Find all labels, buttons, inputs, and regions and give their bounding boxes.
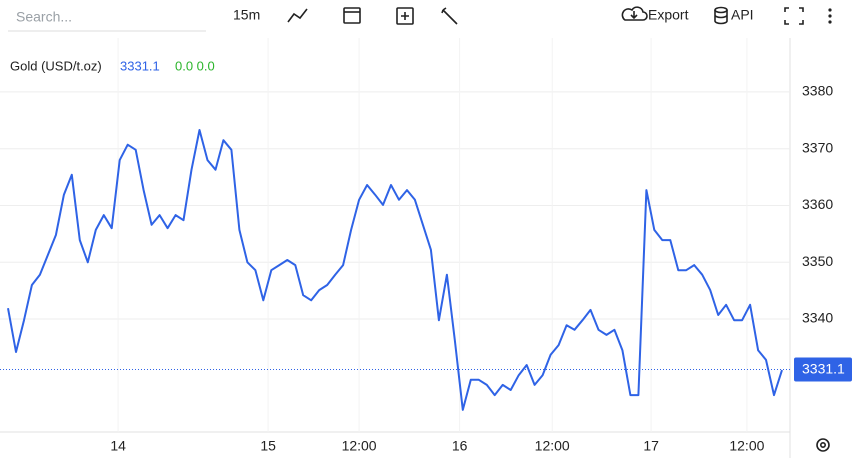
fullscreen-icon[interactable] — [784, 7, 804, 25]
x-tick-label: 12:00 — [342, 438, 377, 454]
price-line — [7, 129, 783, 411]
export-button[interactable]: Export — [648, 7, 689, 23]
legend-change: 0.0 0.0 — [175, 58, 215, 73]
legend-name: Gold (USD/t.oz) — [10, 58, 102, 73]
chart-type-icon[interactable] — [287, 8, 308, 23]
plot-area: 3340 3350 3360 3370 3380 14 15 12:00 16 12:00 17 12… — [0, 38, 852, 454]
interval-button[interactable]: 15m — [233, 7, 260, 23]
axis-settings-icon[interactable] — [816, 438, 830, 452]
x-tick-label: 12:00 — [729, 438, 764, 454]
x-tick-label: 12:00 — [535, 438, 570, 454]
x-tick-label: 16 — [452, 438, 468, 454]
y-tick-label: 3370 — [802, 139, 833, 155]
more-menu-icon[interactable] — [828, 8, 832, 24]
export-icon[interactable] — [621, 6, 648, 21]
y-tick-label: 3380 — [802, 83, 833, 99]
search-input[interactable]: Search... — [16, 9, 72, 25]
last-price-box — [794, 357, 852, 382]
x-tick-label: 15 — [260, 438, 276, 454]
api-icon[interactable] — [714, 6, 728, 14]
calendar-icon[interactable] — [343, 7, 361, 24]
x-tick-label: 17 — [643, 438, 659, 454]
x-tick-label: 14 — [110, 438, 126, 454]
settings-wrench-icon[interactable] — [441, 7, 458, 25]
api-icon-body — [714, 10, 728, 25]
y-tick-label: 3340 — [802, 310, 833, 326]
add-indicator-plus — [401, 12, 409, 20]
api-button[interactable]: API — [731, 7, 754, 23]
last-price-label: 3331.1 — [802, 360, 845, 376]
y-tick-label: 3360 — [802, 196, 833, 212]
y-tick-label: 3350 — [802, 253, 833, 269]
add-indicator-icon[interactable] — [396, 7, 414, 25]
legend-value: 3331.1 — [120, 58, 160, 73]
